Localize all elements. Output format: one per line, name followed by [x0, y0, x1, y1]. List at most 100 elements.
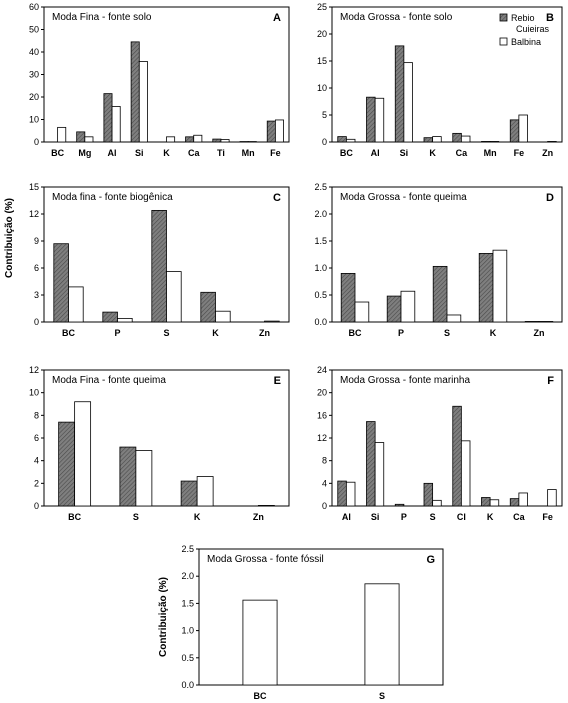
bar-b-si-rebio [394, 45, 405, 143]
y-tick-label: 3 [34, 290, 39, 300]
y-tick-label: 0.0 [181, 680, 194, 690]
bar-a-ti-balbina [220, 139, 230, 143]
y-tick-label: 2 [34, 478, 39, 488]
bar-d-k-rebio [478, 253, 494, 323]
y-tick-label: 2.5 [314, 182, 327, 192]
x-tick-label: Cl [457, 512, 466, 522]
bar-f-cl-balbina [460, 440, 471, 507]
bar-d-zn-rebio [524, 321, 540, 323]
panel-title: Moda Grossa - fonte queima [340, 192, 467, 203]
panel-letter: E [274, 375, 281, 387]
bar-b-ca-balbina [460, 135, 471, 143]
x-tick-label: Mn [484, 148, 497, 158]
y-tick-label: 15 [317, 56, 327, 66]
bar-a-al-rebio [103, 93, 113, 143]
panel-title: Moda Fina - fonte queima [52, 375, 166, 386]
bar-a-ti-rebio [212, 138, 222, 143]
x-tick-label: Mg [78, 148, 91, 158]
bar-d-k-balbina [492, 249, 508, 323]
bar-f-si-rebio [366, 421, 376, 507]
x-tick-label: Mn [242, 148, 255, 158]
bar-e-bc-balbina [74, 401, 92, 507]
bar-a-ca-rebio [185, 136, 195, 143]
bar-g-bc-balbina [242, 599, 278, 686]
y-tick-label: 10 [317, 83, 327, 93]
y-tick-label: 2.5 [181, 544, 194, 554]
y-tick-label: 6 [34, 263, 39, 273]
panel-letter: C [273, 192, 281, 204]
bar-d-s-rebio [432, 265, 448, 323]
y-tick-label: 50 [29, 25, 39, 35]
bar-c-p-balbina [117, 317, 133, 323]
bar-b-k-rebio [423, 137, 434, 143]
bar-b-ca-rebio [452, 132, 462, 143]
bar-c-bc-rebio [53, 243, 69, 323]
bar-f-cl-rebio [452, 405, 462, 507]
y-tick-label: 0 [34, 501, 39, 511]
legend-label-rebio: Rebio [511, 13, 535, 23]
y-tick-label: 12 [29, 209, 39, 219]
bar-a-bc-balbina [57, 126, 67, 143]
bar-a-mg-rebio [76, 131, 86, 143]
y-tick-label: 2.0 [181, 571, 194, 581]
y-tick-label: 10 [29, 115, 39, 125]
bar-c-p-rebio [102, 311, 118, 323]
y-tick-label: 24 [317, 365, 327, 375]
bar-c-bc-balbina [68, 286, 84, 323]
panel-title: Moda Grossa - fonte solo [340, 12, 453, 23]
y-tick-label: 12 [29, 365, 39, 375]
x-tick-label: Fe [514, 148, 525, 158]
y-tick-label: 0 [322, 137, 327, 147]
y-tick-label: 20 [29, 92, 39, 102]
x-tick-label: Si [371, 512, 380, 522]
bar-a-mg-balbina [84, 136, 94, 143]
bar-a-fe-rebio [266, 120, 276, 143]
y-tick-label: 0.5 [314, 290, 327, 300]
panel-letter: A [273, 12, 281, 24]
bar-a-k-balbina [166, 136, 176, 143]
bar-b-fe-balbina [518, 114, 528, 143]
x-tick-label: Fe [270, 148, 281, 158]
bar-g-s-balbina [364, 583, 400, 686]
panel-letter: B [546, 12, 554, 24]
y-tick-label: 4 [322, 478, 327, 488]
y-tick-label: 0 [322, 501, 327, 511]
bar-e-bc-rebio [58, 421, 76, 507]
chart-panel-f: 0 4 8 12 16 20 24 Al Si P S Cl K Ca Fe Moda Grossa - fo… [317, 365, 563, 522]
y-tick-label: 15 [29, 182, 39, 192]
bar-f-fe-balbina [547, 489, 557, 507]
bar-e-k-balbina [196, 476, 214, 507]
y-tick-label: 16 [317, 410, 327, 420]
y-tick-label: 0 [34, 137, 39, 147]
legend-swatch-rebio [499, 13, 508, 22]
y-tick-label: 1.0 [314, 263, 327, 273]
bar-f-p-rebio [394, 503, 405, 507]
bar-a-al-balbina [111, 106, 121, 143]
x-tick-label: Ti [217, 148, 225, 158]
x-tick-label: Ca [513, 512, 525, 522]
bar-f-k-balbina [489, 499, 500, 507]
x-tick-label: Fe [542, 512, 553, 522]
x-tick-label: Zn [542, 148, 553, 158]
panel-title: Moda fina - fonte biogênica [52, 192, 173, 203]
x-tick-label: K [490, 328, 497, 338]
bar-d-bc-rebio [340, 272, 356, 323]
chart-panel-g: 0.0 0.5 1.0 1.5 2.0 2.5 BC S Moda Grossa - fonte… [158, 544, 444, 701]
panel-letter: G [426, 554, 435, 566]
bar-d-p-balbina [400, 290, 416, 323]
x-tick-label: Zn [253, 512, 264, 522]
x-tick-label: BC [51, 148, 64, 158]
y-tick-label: 1.5 [314, 236, 327, 246]
bar-b-bc-balbina [345, 138, 356, 143]
x-tick-label: K [429, 148, 436, 158]
bar-d-p-rebio [386, 295, 402, 323]
bar-a-fe-balbina [274, 119, 284, 143]
bar-b-fe-rebio [509, 119, 520, 143]
bar-c-s-rebio [151, 209, 167, 323]
y-tick-label: 9 [34, 236, 39, 246]
y-tick-label: 0.5 [181, 653, 194, 663]
legend-label-balbina: Balbina [511, 37, 541, 47]
panel-letter: D [546, 192, 554, 204]
bar-f-s-balbina [432, 499, 442, 507]
bar-b-bc-rebio [337, 136, 347, 143]
